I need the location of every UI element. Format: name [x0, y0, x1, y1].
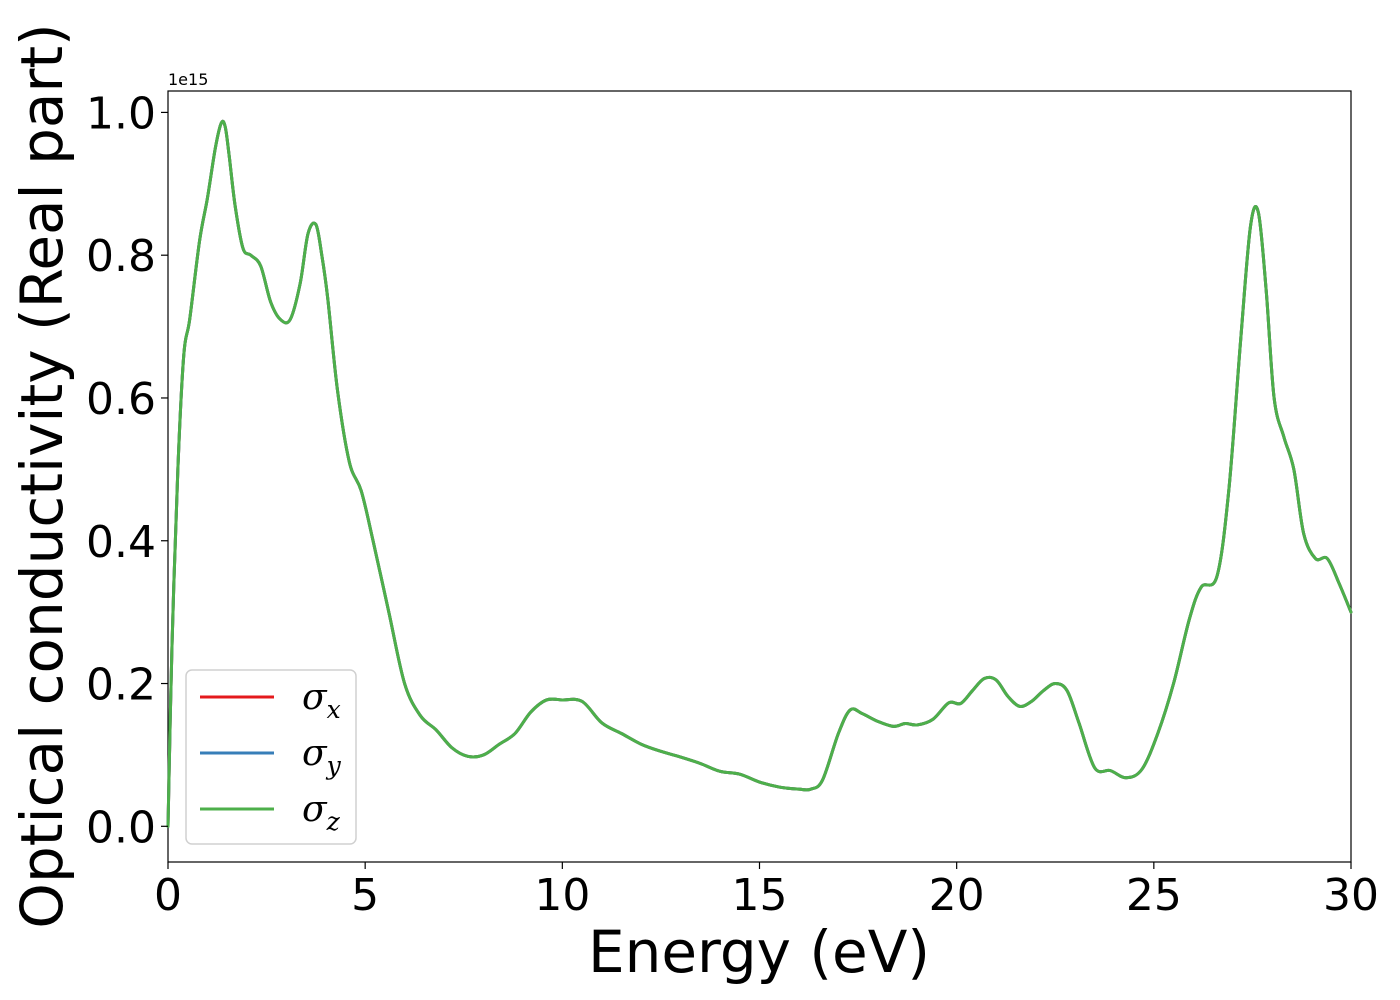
- y-tick-label: 0.0: [86, 802, 156, 853]
- legend-label-sigma-y: σy: [302, 733, 342, 780]
- x-axis-label: Energy (eV): [588, 918, 930, 986]
- legend-subscript: x: [327, 695, 341, 724]
- y-tick-label: 0.2: [86, 660, 156, 711]
- x-tick-label: 5: [351, 870, 379, 921]
- legend-label-sigma-z: σz: [302, 789, 341, 836]
- plot-area: [167, 90, 1352, 863]
- series-layer: [166, 119, 1353, 828]
- legend-frame: [185, 669, 357, 845]
- legend-symbol: σ: [302, 789, 328, 830]
- x-tick-label: 10: [534, 870, 590, 921]
- y-tick-label: 0.6: [86, 374, 156, 425]
- legend-subscript: y: [326, 751, 342, 780]
- y-tick-label: 0.4: [86, 517, 156, 568]
- y-axis-ticks: 0.0 0.2 0.4 0.6 0.8 1.0: [86, 88, 168, 853]
- y-tick-label: 0.8: [86, 231, 156, 282]
- x-tick-label: 15: [732, 870, 788, 921]
- x-tick-label: 20: [929, 870, 985, 921]
- x-tick-label: 30: [1323, 870, 1379, 921]
- x-axis-ticks: 0 5 10 15 20 25 30: [154, 862, 1379, 921]
- x-tick-label: 0: [154, 870, 182, 921]
- y-tick-label: 1.0: [86, 88, 156, 139]
- legend-subscript: z: [326, 807, 341, 836]
- legend-label-sigma-x: σx: [302, 677, 341, 724]
- legend-symbol: σ: [302, 677, 328, 718]
- series-line-sigma-z: [166, 119, 1353, 828]
- x-tick-label: 25: [1126, 870, 1182, 921]
- y-offset-label: 1e15: [168, 70, 208, 89]
- y-axis-label: Optical conductivity (Real part): [8, 23, 76, 928]
- legend-symbol: σ: [302, 733, 328, 774]
